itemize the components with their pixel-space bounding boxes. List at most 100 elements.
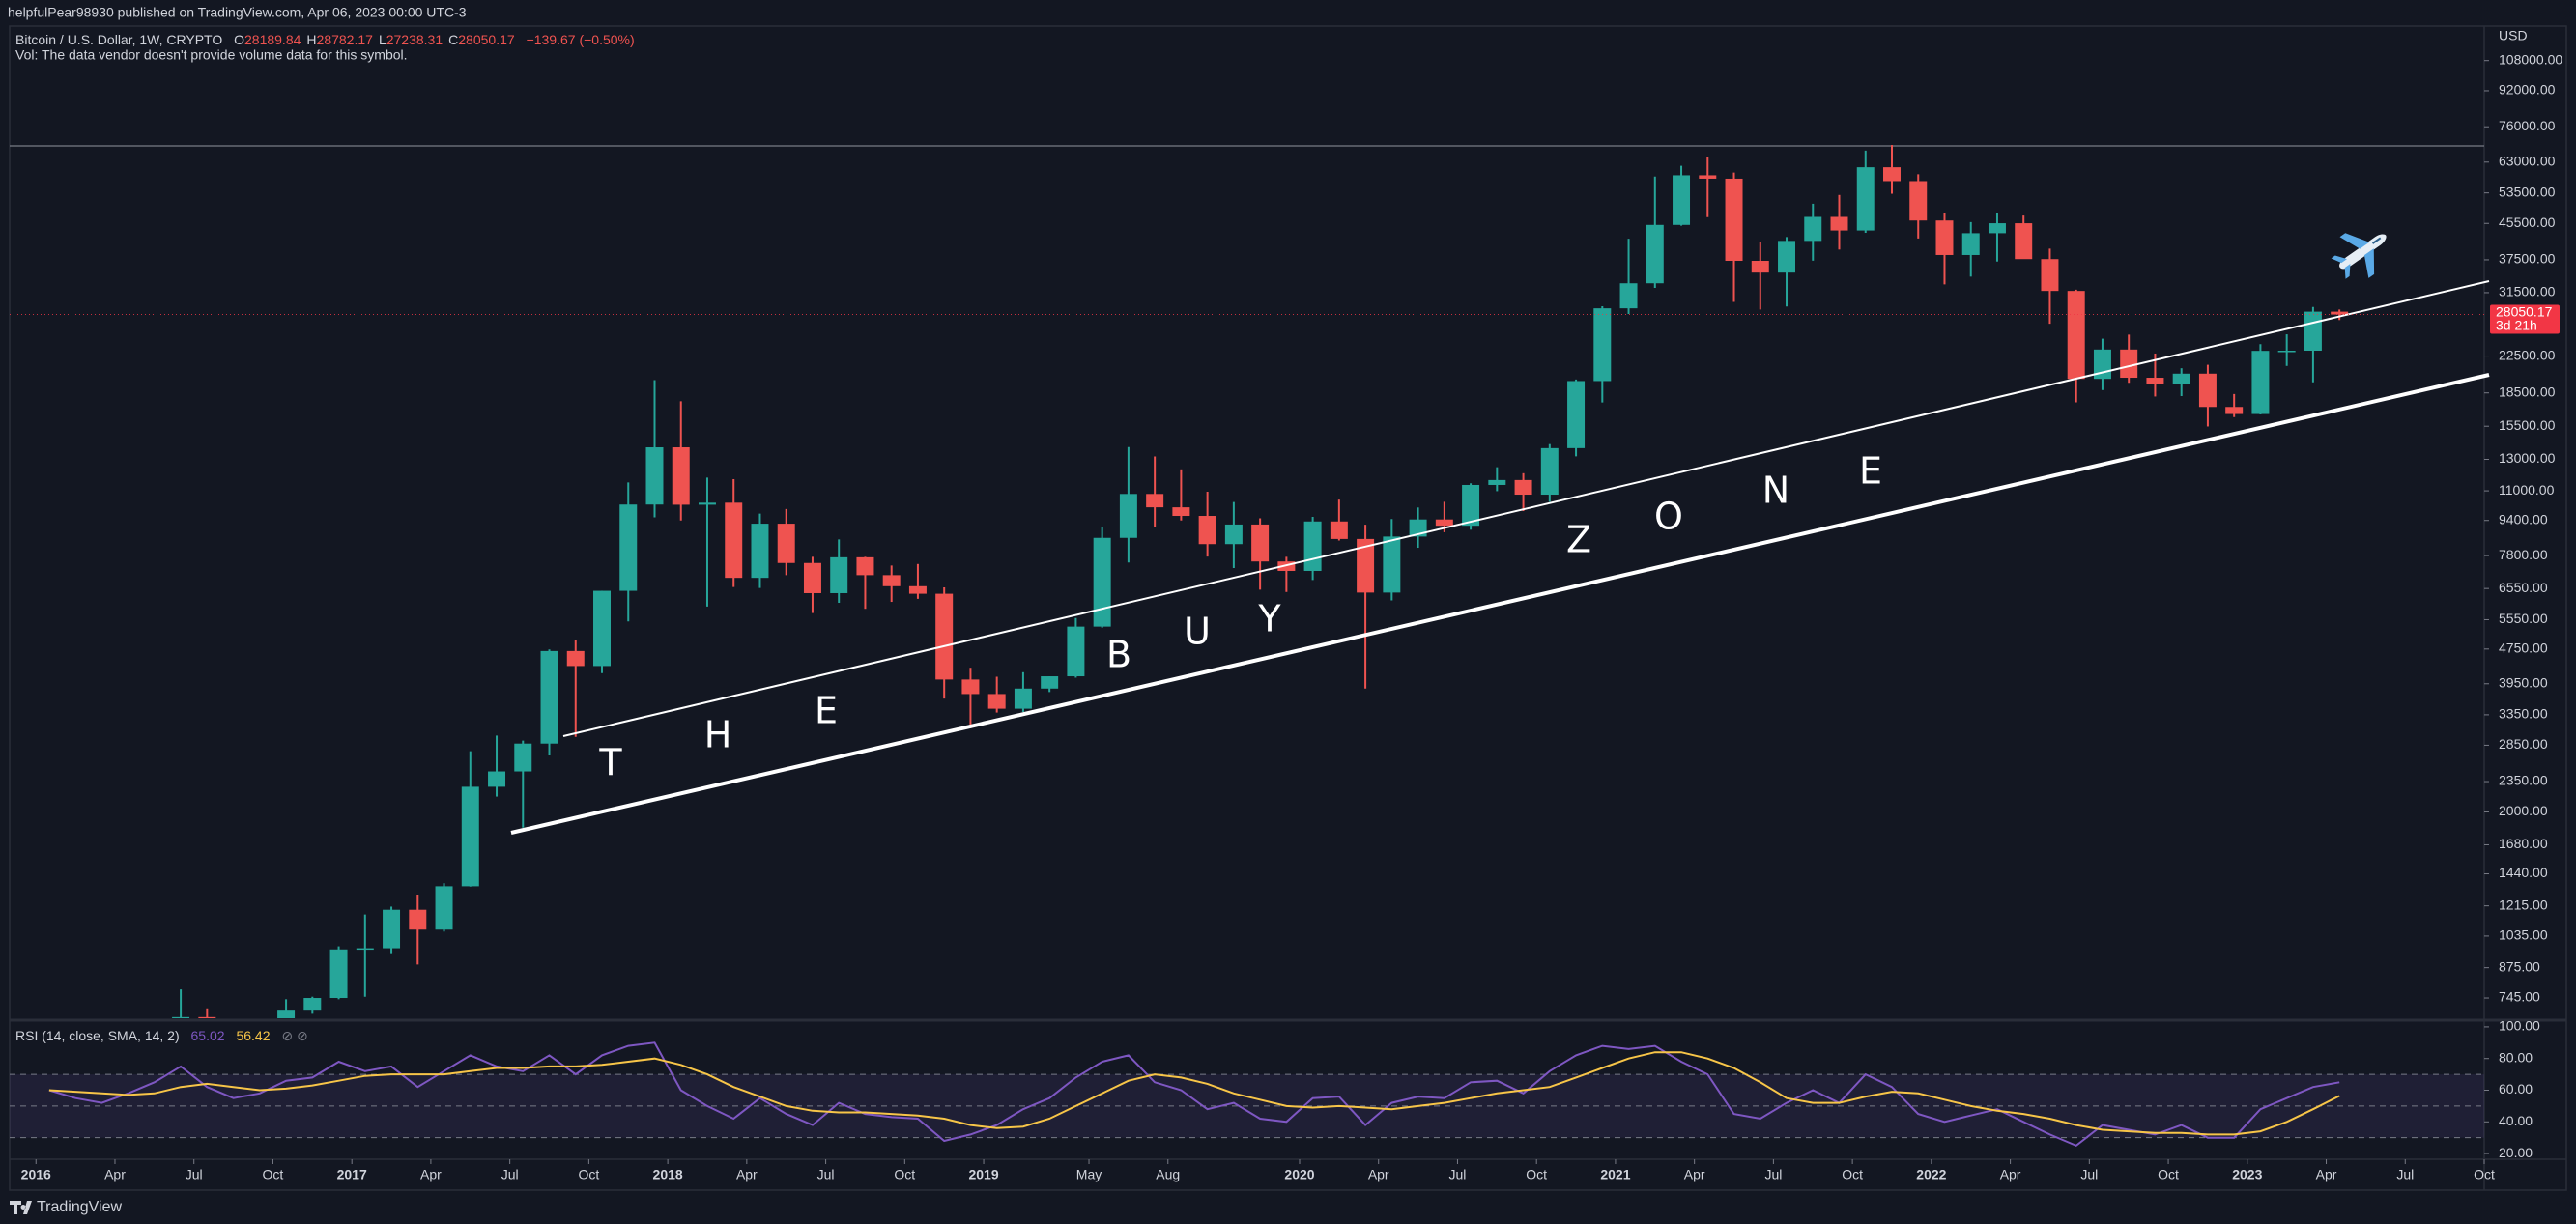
candle-body bbox=[383, 909, 401, 949]
y-tick-label: 7800.00 bbox=[2499, 547, 2548, 562]
candle-body bbox=[2251, 351, 2270, 414]
candle-body bbox=[1988, 223, 2006, 234]
y-tick-label: 9400.00 bbox=[2499, 511, 2548, 527]
y-tick-label: 875.00 bbox=[2499, 958, 2540, 974]
y-tick-label: 92000.00 bbox=[2499, 82, 2556, 98]
y-tick-label: 1680.00 bbox=[2499, 836, 2548, 851]
annotation-letter: N bbox=[1762, 470, 1789, 512]
candle-body bbox=[409, 909, 427, 930]
candle-body bbox=[2304, 311, 2322, 351]
rsi-pane bbox=[10, 1041, 2484, 1148]
x-tick-label: Jul bbox=[817, 1167, 835, 1182]
x-tick-label: 2021 bbox=[1600, 1167, 1630, 1182]
candle-body bbox=[882, 575, 901, 586]
candle-body bbox=[1488, 479, 1506, 485]
y-tick-label: 3950.00 bbox=[2499, 674, 2548, 690]
candle-body bbox=[277, 1010, 296, 1018]
x-tick-label: Apr bbox=[420, 1167, 442, 1182]
x-tick-label: 2017 bbox=[337, 1167, 367, 1182]
candle-body bbox=[777, 524, 795, 563]
airplane-icon bbox=[2331, 233, 2387, 279]
y-tick-label: 3350.00 bbox=[2499, 706, 2548, 722]
lower-trendline bbox=[510, 373, 2490, 835]
candle-body bbox=[1540, 447, 1559, 496]
candle-body bbox=[1330, 521, 1348, 539]
x-tick-label: Apr bbox=[736, 1167, 758, 1182]
candle-body bbox=[356, 948, 374, 951]
x-tick-label: Apr bbox=[1368, 1167, 1389, 1182]
candle-body bbox=[672, 447, 690, 505]
y-tick-label: 22500.00 bbox=[2499, 347, 2556, 362]
y-tick-label: 15500.00 bbox=[2499, 417, 2556, 433]
x-tick-label: 2016 bbox=[21, 1167, 51, 1182]
rsi-line bbox=[48, 1051, 2340, 1136]
candle-body bbox=[1935, 220, 1954, 255]
candle-body bbox=[435, 886, 453, 930]
annotation-letter: E bbox=[815, 690, 838, 732]
y-tick-label: 18500.00 bbox=[2499, 384, 2556, 399]
candle-body bbox=[2331, 311, 2349, 315]
candle-body bbox=[1514, 479, 1532, 496]
currency: USD bbox=[2499, 28, 2528, 43]
ohlc-value: 27238.31 bbox=[386, 32, 444, 47]
candle-body bbox=[1119, 494, 1137, 538]
x-tick-label: Oct bbox=[2158, 1167, 2179, 1182]
y-tick-label: 11000.00 bbox=[2499, 482, 2555, 498]
y-tick-label: 6550.00 bbox=[2499, 580, 2548, 595]
candle-body bbox=[1303, 521, 1322, 571]
y-tick-label: 2000.00 bbox=[2499, 803, 2548, 818]
x-tick-label: Oct bbox=[578, 1167, 599, 1182]
frame bbox=[9, 25, 2567, 1191]
x-tick-label: Jul bbox=[1764, 1167, 1782, 1182]
candle-body bbox=[619, 504, 638, 591]
candle-body bbox=[2172, 373, 2190, 384]
candle-body bbox=[1883, 167, 1901, 182]
volume-note: Vol: The data vendor doesn't provide vol… bbox=[15, 47, 408, 63]
x-tick-label: 2019 bbox=[968, 1167, 998, 1182]
candle-body bbox=[1909, 181, 1928, 221]
rsi-y-tick-label: 100.00 bbox=[2499, 1018, 2540, 1034]
candle-body bbox=[987, 694, 1006, 709]
x-tick-label: Oct bbox=[2474, 1167, 2495, 1182]
candle-body bbox=[1357, 538, 1375, 593]
candle-body bbox=[1146, 494, 1164, 508]
candle-body bbox=[2277, 350, 2296, 353]
y-tick-label: 37500.00 bbox=[2499, 251, 2556, 267]
symbol-legend: Bitcoin / U.S. Dollar, 1W, CRYPTO O28189… bbox=[15, 32, 635, 47]
rsi-legend: RSI (14, close, SMA, 14, 2) 65.02 56.42 … bbox=[15, 1028, 308, 1043]
x-tick-label: Jul bbox=[1449, 1167, 1467, 1182]
y-tick-label: 1440.00 bbox=[2499, 865, 2548, 880]
sma-value: 56.42 bbox=[236, 1028, 270, 1043]
candle-body bbox=[2015, 223, 2033, 260]
candle-body bbox=[725, 502, 743, 579]
x-tick-label: Apr bbox=[2316, 1167, 2337, 1182]
candle-body bbox=[566, 650, 585, 667]
annotation-letter: T bbox=[598, 742, 622, 784]
ohlc-value: 28189.84 bbox=[244, 32, 301, 47]
annotation-letter: H bbox=[704, 714, 732, 756]
legend-icons: ⊘ ⊘ bbox=[281, 1028, 307, 1043]
candle-body bbox=[1435, 519, 1453, 527]
annotation-letter: B bbox=[1106, 634, 1131, 676]
candle-body bbox=[2041, 259, 2059, 292]
change: −139.67 (−0.50%) bbox=[527, 32, 635, 47]
candle-body bbox=[2146, 378, 2164, 384]
candle-body bbox=[1830, 216, 1848, 231]
rsi-line bbox=[48, 1041, 2340, 1148]
ohlc-value: 28782.17 bbox=[317, 32, 374, 47]
candle-body bbox=[803, 562, 821, 593]
x-tick-label: May bbox=[1076, 1167, 1102, 1182]
candle-body bbox=[698, 502, 716, 505]
candle-body bbox=[1961, 233, 1980, 255]
candle-body bbox=[856, 556, 874, 576]
y-tick-label: 2350.00 bbox=[2499, 773, 2548, 788]
y-tick-label: 745.00 bbox=[2499, 989, 2540, 1005]
ohlc-label: L bbox=[379, 32, 386, 47]
y-tick-label: 108000.00 bbox=[2499, 51, 2562, 67]
candle-body bbox=[1619, 283, 1638, 309]
candle-body bbox=[172, 1016, 190, 1018]
rsi-y-tick-label: 80.00 bbox=[2499, 1049, 2533, 1065]
rsi-y-tick-label: 20.00 bbox=[2499, 1145, 2533, 1160]
publisher-line: helpfulPear98930 published on TradingVie… bbox=[8, 5, 467, 20]
